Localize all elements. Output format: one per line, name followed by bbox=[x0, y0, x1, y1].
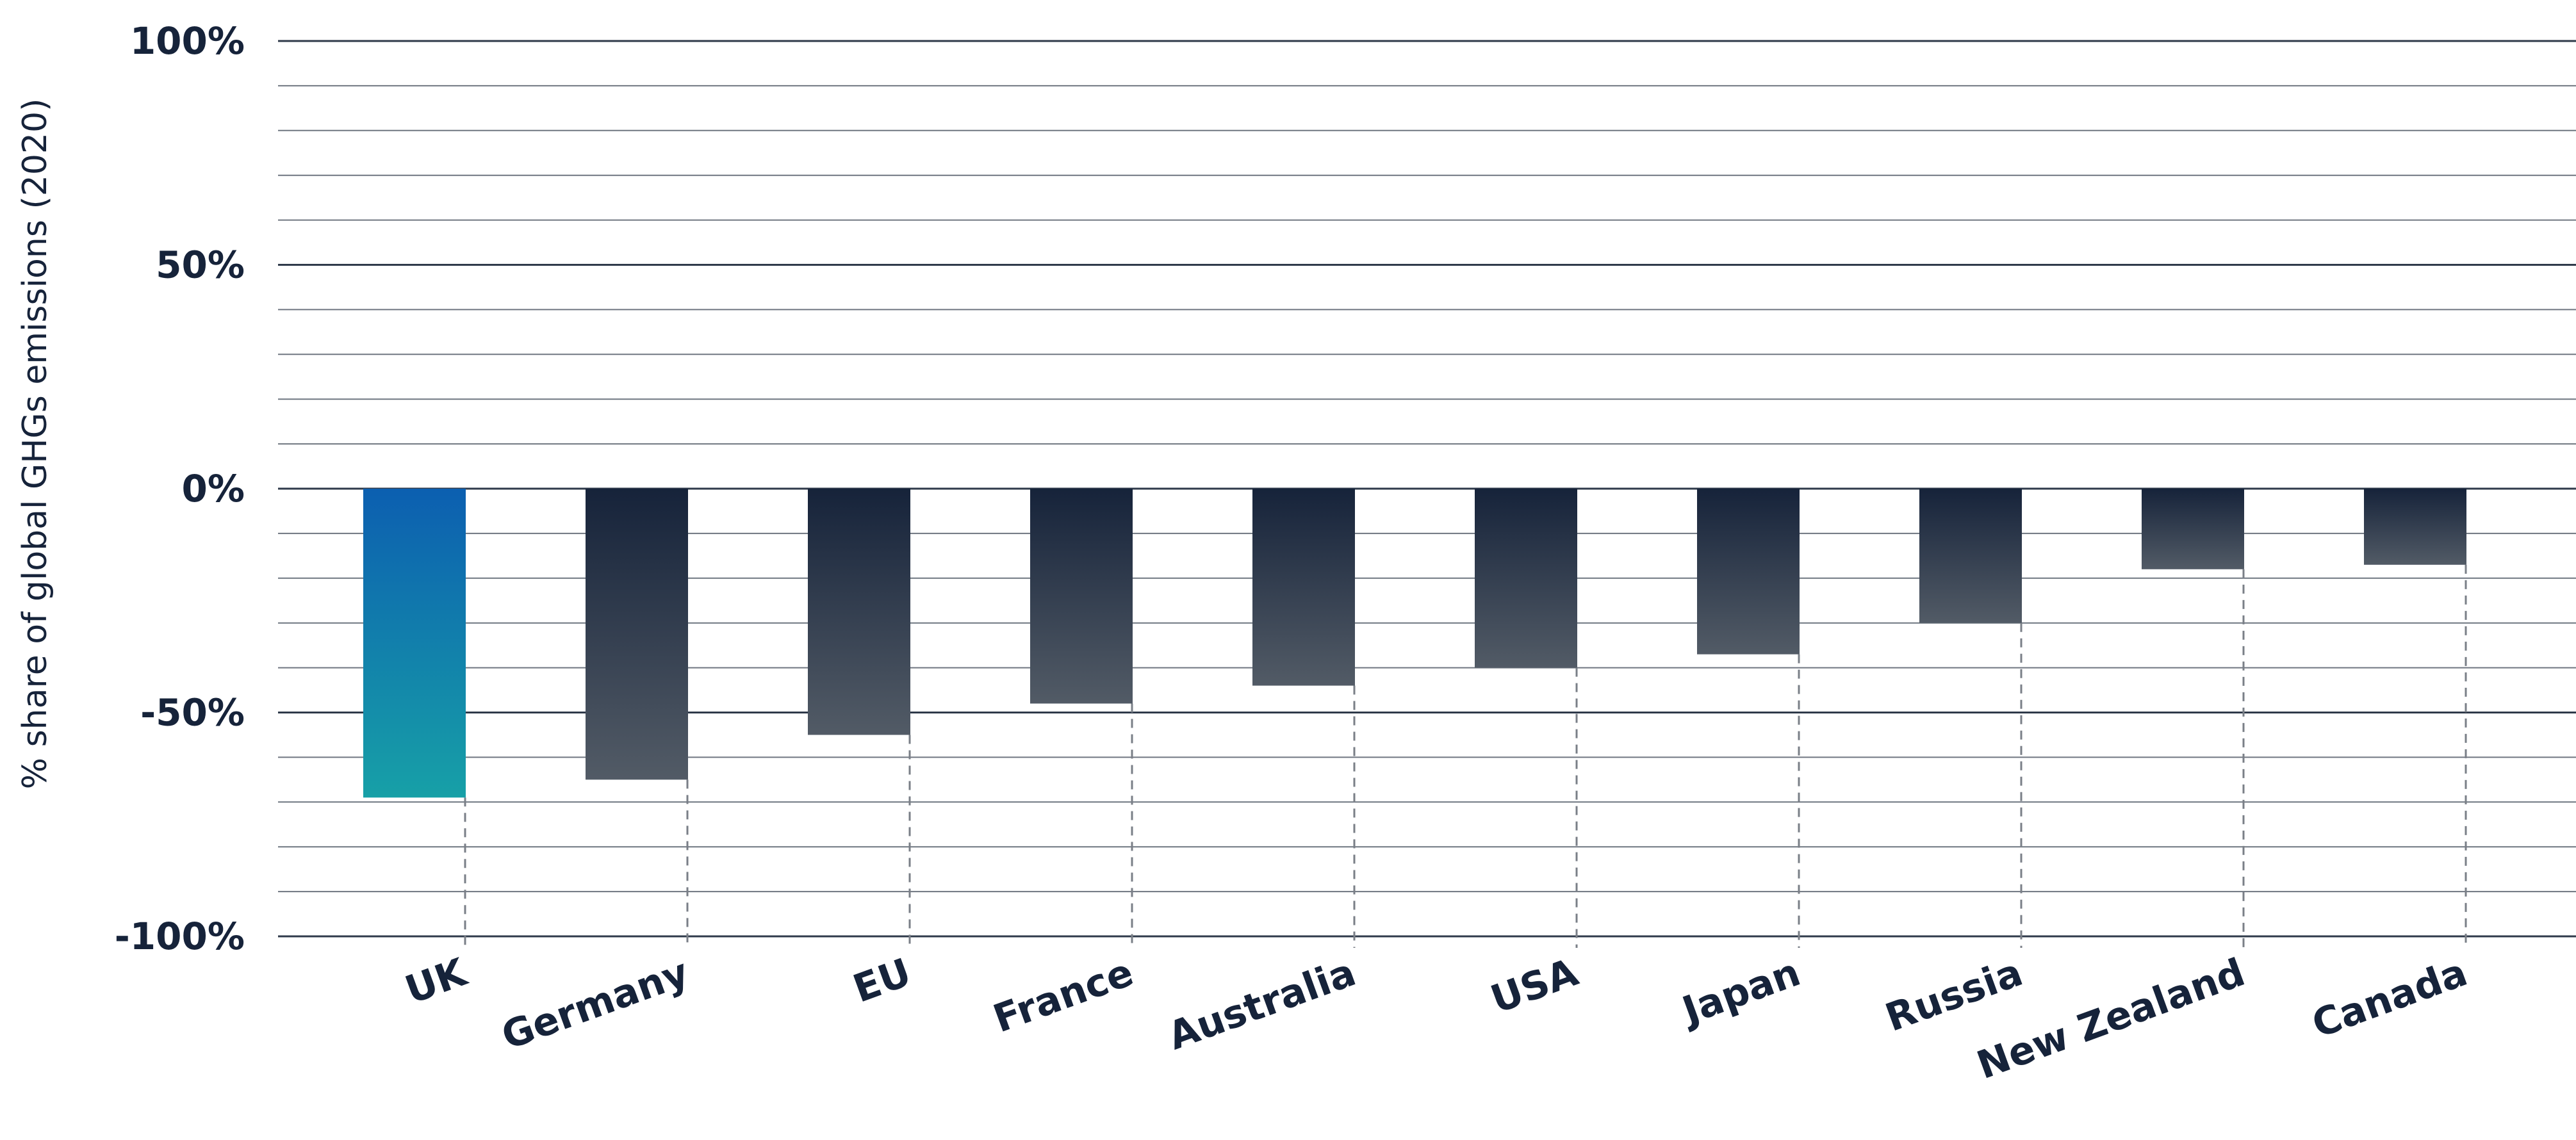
bar-eu bbox=[808, 489, 910, 735]
bar-japan bbox=[1697, 489, 1800, 655]
bar-uk bbox=[363, 489, 466, 798]
y-axis-title: % share of global GHGs emissions (2020) bbox=[16, 99, 54, 790]
bar-usa bbox=[1475, 489, 1577, 668]
bar-canada bbox=[2364, 489, 2466, 565]
bars bbox=[363, 489, 2466, 798]
x-tick-label: USA bbox=[1485, 950, 1584, 1022]
bar-france bbox=[1030, 489, 1133, 704]
x-tick-label: UK bbox=[400, 949, 474, 1013]
x-tick-label: Germany bbox=[496, 950, 694, 1059]
bar-new-zealand bbox=[2142, 489, 2244, 569]
x-tick-label: Russia bbox=[1880, 950, 2028, 1041]
bar-russia bbox=[1919, 489, 2022, 623]
y-tick-label: 50% bbox=[156, 243, 245, 287]
bar-germany bbox=[586, 489, 688, 780]
y-tick-label: 0% bbox=[182, 467, 245, 510]
x-tick-label: Japan bbox=[1675, 950, 1806, 1034]
x-tick-label: Canada bbox=[2306, 950, 2473, 1047]
y-tick-label: 100% bbox=[130, 19, 245, 63]
y-tick-label: -50% bbox=[140, 691, 245, 735]
y-tick-label: -100% bbox=[115, 915, 245, 958]
bar-australia bbox=[1252, 489, 1355, 686]
y-axis-ticks: 100% 50% 0% -50% -100% bbox=[115, 19, 245, 958]
x-tick-label: Australia bbox=[1162, 950, 1361, 1059]
x-axis-labels: UK Germany EU France Australia USA Japan Russia… bbox=[400, 949, 2473, 1088]
x-tick-label: France bbox=[988, 950, 1140, 1041]
x-tick-label: EU bbox=[848, 950, 917, 1011]
leader-lines bbox=[464, 564, 2467, 948]
